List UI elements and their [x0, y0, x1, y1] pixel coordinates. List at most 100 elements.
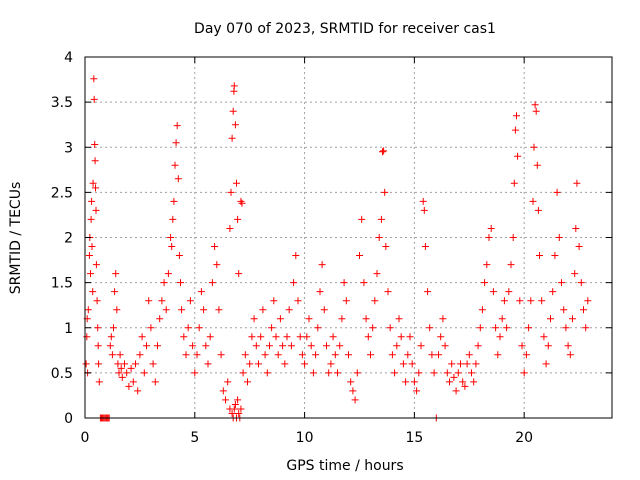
- data-point: [510, 179, 518, 187]
- data-point: [270, 297, 278, 305]
- data-point: [404, 351, 412, 359]
- data-point: [551, 252, 559, 259]
- data-point: [172, 139, 180, 147]
- data-point: [314, 324, 322, 332]
- data-point: [298, 351, 306, 359]
- data-point: [498, 315, 506, 323]
- data-point: [197, 288, 205, 296]
- data-point: [111, 288, 119, 296]
- data-point: [371, 297, 379, 305]
- data-point: [478, 306, 486, 314]
- y-tick-label: 0.5: [51, 366, 73, 382]
- data-point: [513, 112, 520, 120]
- data-point: [115, 369, 123, 377]
- data-point: [529, 197, 537, 205]
- data-point: [531, 101, 539, 109]
- axis-ticks: [84, 56, 612, 419]
- x-axis-label: GPS time / hours: [286, 458, 403, 474]
- data-point: [452, 387, 460, 395]
- data-point: [514, 152, 522, 160]
- data-point: [174, 175, 182, 183]
- data-point: [268, 324, 276, 332]
- data-point: [88, 197, 96, 205]
- data-point: [147, 324, 155, 332]
- data-point: [178, 306, 186, 314]
- data-point: [439, 315, 447, 323]
- data-point: [487, 225, 495, 232]
- data-point: [246, 360, 254, 368]
- data-point: [547, 315, 554, 323]
- data-point: [110, 324, 117, 332]
- data-point: [89, 179, 97, 187]
- data-point: [356, 252, 363, 259]
- data-point: [151, 378, 159, 386]
- data-point: [380, 147, 388, 155]
- data-point: [118, 373, 126, 381]
- data-point: [162, 306, 170, 314]
- data-point: [234, 396, 242, 404]
- y-tick-label: 1: [64, 321, 73, 337]
- data-point: [582, 324, 590, 332]
- data-point: [134, 387, 142, 395]
- data-point: [95, 378, 103, 386]
- data-point: [140, 369, 148, 377]
- data-point: [485, 234, 493, 241]
- data-point: [320, 306, 328, 314]
- y-axis-label: SRMTID / TECUs: [8, 182, 24, 295]
- data-point: [542, 360, 550, 368]
- y-tick-label: 2: [64, 231, 73, 247]
- grid: [85, 57, 612, 418]
- data-point: [463, 360, 471, 368]
- x-tick-label: 15: [405, 430, 423, 446]
- data-point: [426, 324, 434, 332]
- data-point: [237, 405, 245, 413]
- data-point: [540, 333, 548, 341]
- data-point: [468, 369, 475, 377]
- data-point: [193, 351, 201, 359]
- data-point: [94, 324, 102, 332]
- data-point: [450, 373, 458, 381]
- data-point: [237, 197, 245, 205]
- data-point: [549, 288, 557, 296]
- data-point: [91, 141, 99, 148]
- data-point: [160, 279, 168, 287]
- data-point: [562, 324, 570, 332]
- data-point: [108, 351, 116, 359]
- data-point: [87, 215, 95, 223]
- data-point: [483, 261, 491, 269]
- data-point: [516, 297, 524, 305]
- x-tick-label: 5: [190, 430, 199, 446]
- data-point: [279, 342, 287, 350]
- data-point: [397, 333, 405, 341]
- data-point: [522, 351, 530, 359]
- data-point: [228, 410, 236, 417]
- data-point: [533, 161, 541, 169]
- data-point: [443, 369, 451, 377]
- data-point: [274, 351, 282, 359]
- data-point: [94, 342, 102, 350]
- data-point: [577, 279, 585, 287]
- data-point: [420, 206, 428, 214]
- data-point: [294, 297, 302, 305]
- data-points: [82, 75, 592, 422]
- data-point: [373, 270, 381, 278]
- data-point: [518, 342, 526, 350]
- data-point: [164, 270, 172, 278]
- data-point: [182, 351, 190, 359]
- data-point: [114, 360, 122, 368]
- data-point: [536, 252, 543, 259]
- x-tick-label: 10: [296, 430, 314, 446]
- data-point: [417, 342, 425, 350]
- data-point: [530, 143, 538, 151]
- data-point: [257, 333, 265, 341]
- y-tick-label: 4: [64, 50, 73, 66]
- data-point: [489, 288, 497, 296]
- data-point: [507, 261, 515, 269]
- data-point: [106, 342, 114, 350]
- data-point: [244, 378, 251, 386]
- data-point: [127, 364, 135, 372]
- data-point: [532, 107, 540, 115]
- data-point: [175, 252, 183, 259]
- data-point: [202, 342, 210, 350]
- data-point: [121, 360, 128, 368]
